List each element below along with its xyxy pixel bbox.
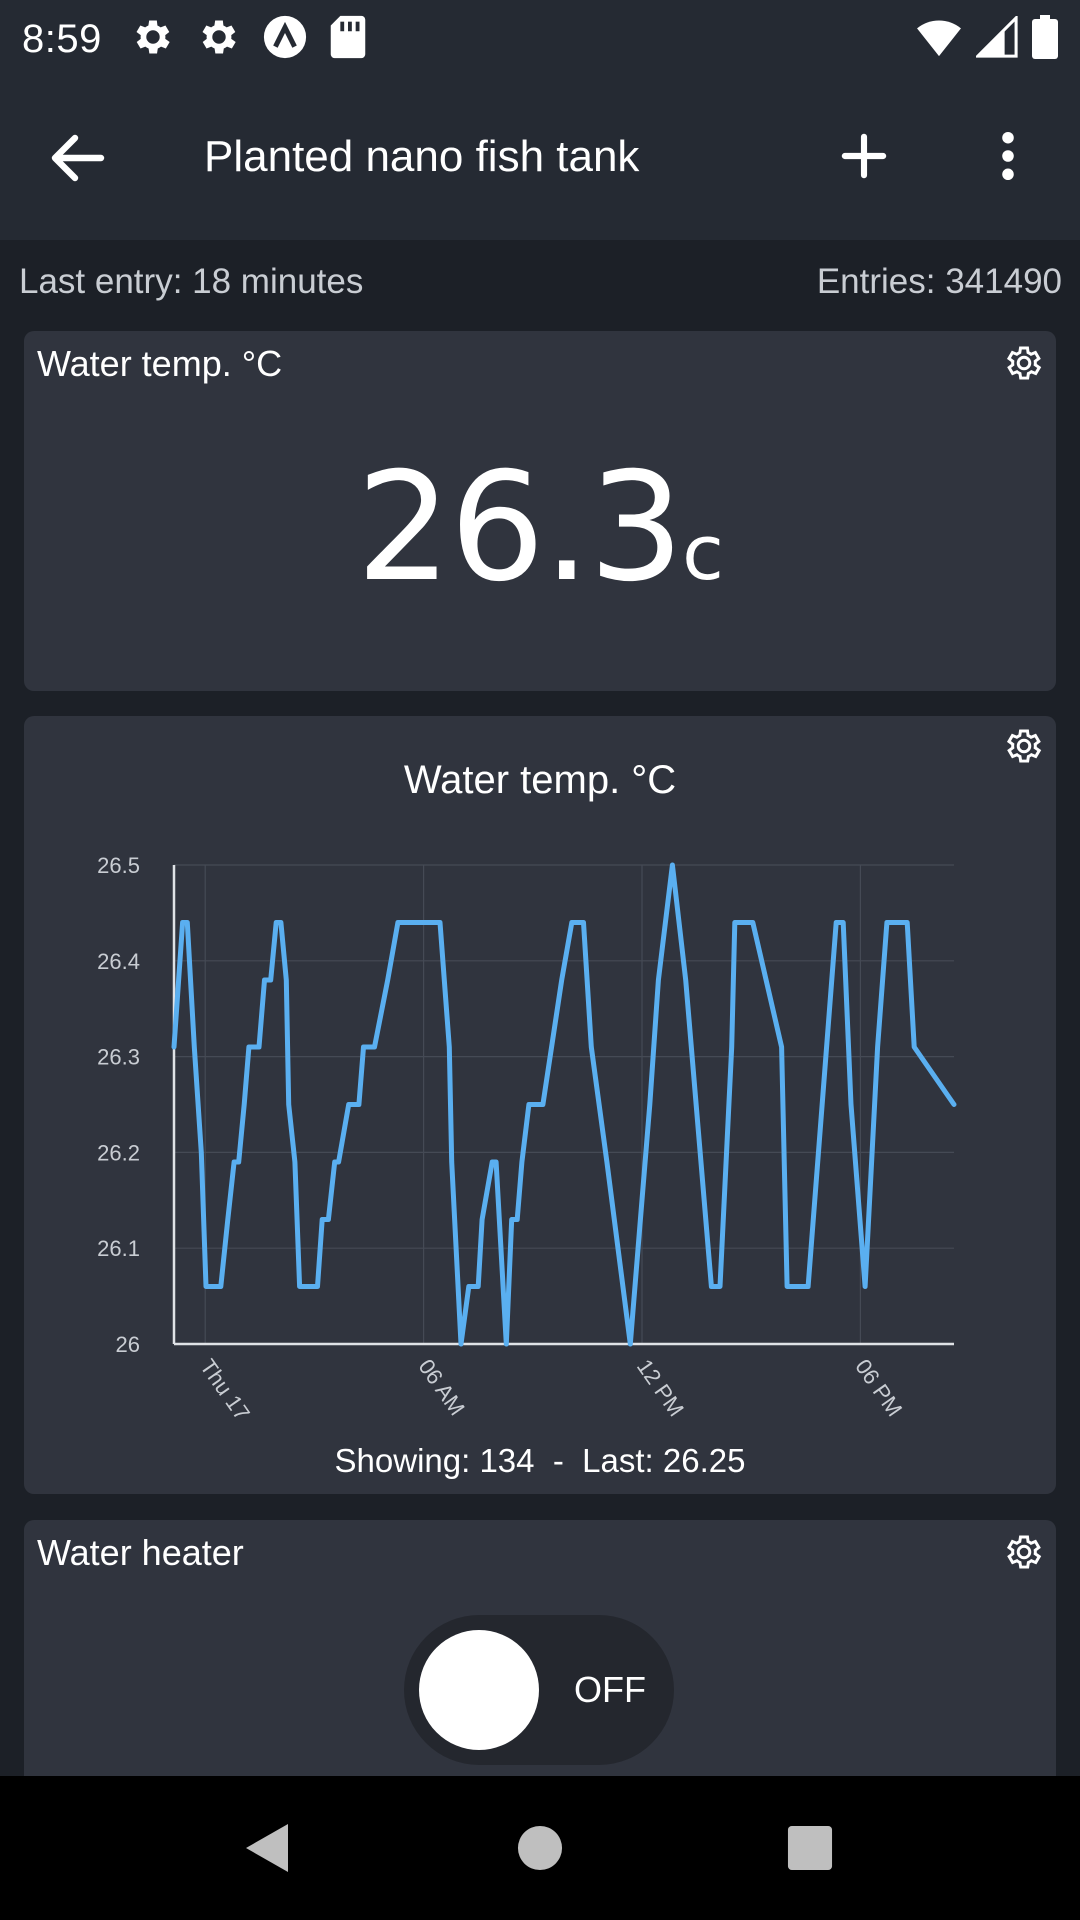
value-card: Water temp. °C 26.3c	[24, 331, 1056, 691]
series-line	[171, 862, 957, 1347]
more-vert-icon	[1002, 131, 1014, 181]
battery-icon	[1032, 14, 1058, 64]
nav-home-icon	[517, 1825, 563, 1871]
gear-icon	[1006, 346, 1042, 380]
chart-card-settings-button[interactable]	[1002, 724, 1046, 768]
current-value-unit: c	[682, 508, 724, 597]
x-tick-label: 12 PM	[632, 1355, 689, 1421]
gear-icon	[1006, 1535, 1042, 1569]
overflow-menu-button[interactable]	[978, 124, 1038, 188]
back-button[interactable]	[42, 128, 112, 188]
current-value: 26.3c	[24, 441, 1056, 615]
chart-footer: Showing: 134 - Last: 26.25	[334, 1442, 746, 1479]
wifi-icon	[916, 16, 962, 63]
signal-icon	[974, 13, 1018, 63]
y-tick-label: 26.3	[97, 1045, 140, 1070]
gear-icon	[196, 14, 242, 65]
plus-icon	[841, 133, 887, 179]
gear-icon	[130, 14, 176, 65]
last-entry-text: Last entry: 18 minutes	[19, 262, 364, 301]
value-card-settings-button[interactable]	[1002, 341, 1046, 385]
toggle-knob	[419, 1630, 539, 1750]
x-tick-label: 06 PM	[850, 1355, 907, 1421]
nav-recents-button[interactable]	[770, 1808, 850, 1888]
current-value-number: 26.3	[356, 441, 684, 615]
heater-card-settings-button[interactable]	[1002, 1530, 1046, 1574]
y-tick-label: 26.1	[97, 1236, 140, 1261]
nav-back-button[interactable]	[228, 1808, 308, 1888]
gear-icon	[1006, 729, 1042, 763]
nav-recents-icon	[787, 1825, 833, 1871]
entries-count: Entries: 341490	[816, 262, 1062, 301]
x-tick-label: 06 AM	[414, 1355, 470, 1420]
status-time: 8:59	[22, 16, 102, 61]
nav-back-icon	[246, 1824, 288, 1872]
arrow-left-icon	[51, 134, 105, 182]
status-icons	[130, 14, 368, 65]
info-row: Last entry: 18 minutes Entries: 341490	[0, 240, 1080, 324]
y-tick-label: 26	[116, 1332, 140, 1357]
chart-card: Water temp. °C 26.5 26.4 26.3 26.2 26.1 26 Thu…	[24, 716, 1056, 1494]
heater-card-title: Water heater	[37, 1532, 244, 1573]
x-tick-label: Thu 17	[195, 1355, 255, 1425]
app-bar: Planted nano fish tank	[0, 78, 1080, 240]
navigation-bar	[0, 1776, 1080, 1920]
status-bar: 8:59	[0, 0, 1080, 78]
water-temp-chart: 26.5 26.4 26.3 26.2 26.1 26 Thu 17 06 AM 12 PM 06…	[97, 853, 957, 1425]
add-entry-button[interactable]	[832, 124, 896, 188]
y-tick-label: 26.4	[97, 949, 140, 974]
chart-title: Water temp. °C	[403, 758, 677, 802]
heater-toggle[interactable]: OFF	[404, 1615, 674, 1765]
page-title: Planted nano fish tank	[204, 132, 640, 181]
status-right	[916, 13, 1058, 64]
nav-home-button[interactable]	[500, 1808, 580, 1888]
y-tick-label: 26.2	[97, 1140, 140, 1165]
toggle-label: OFF	[574, 1669, 646, 1710]
y-tick-label: 26.5	[97, 853, 140, 878]
app-a-icon	[262, 14, 308, 65]
value-card-title: Water temp. °C	[37, 343, 283, 384]
heater-card: Water heater OFF	[24, 1520, 1056, 1790]
sd-card-icon	[328, 14, 368, 65]
